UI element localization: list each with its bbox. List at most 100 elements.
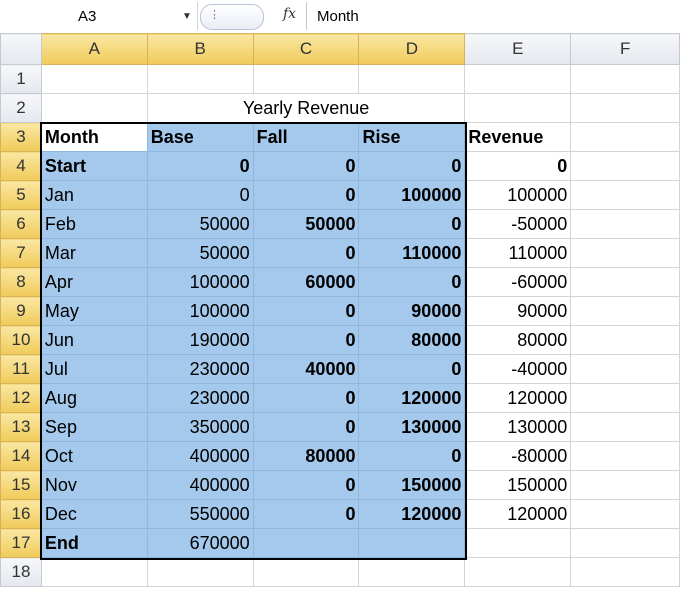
value-cell[interactable]: 80000	[358, 325, 466, 355]
cell[interactable]	[570, 93, 680, 123]
cell[interactable]	[40, 557, 148, 587]
value-cell[interactable]: 230000	[146, 354, 254, 384]
value-cell[interactable]	[464, 528, 572, 558]
cell[interactable]	[464, 93, 572, 123]
cell[interactable]	[570, 383, 680, 413]
value-cell[interactable]: -60000	[464, 267, 572, 297]
cell[interactable]	[570, 122, 680, 152]
row-header-7[interactable]: 7	[0, 238, 42, 268]
cell[interactable]	[252, 557, 360, 587]
column-header-a[interactable]: A	[40, 33, 148, 65]
value-cell[interactable]: 110000	[358, 238, 466, 268]
value-cell[interactable]: 230000	[146, 383, 254, 413]
value-cell[interactable]: 90000	[464, 296, 572, 326]
value-cell[interactable]	[252, 528, 360, 558]
value-cell[interactable]: 80000	[252, 441, 360, 471]
cell[interactable]	[252, 64, 360, 94]
value-cell[interactable]: 110000	[464, 238, 572, 268]
row-header-2[interactable]: 2	[0, 93, 42, 123]
value-cell[interactable]: 0	[252, 325, 360, 355]
header-cell[interactable]: Fall	[252, 122, 360, 152]
value-cell[interactable]: 0	[252, 296, 360, 326]
cell[interactable]	[570, 528, 680, 558]
cell[interactable]	[464, 557, 572, 587]
row-header-13[interactable]: 13	[0, 412, 42, 442]
value-cell[interactable]: 0	[252, 151, 360, 181]
value-cell[interactable]: 670000	[146, 528, 254, 558]
value-cell[interactable]: -50000	[464, 209, 572, 239]
cell[interactable]	[570, 470, 680, 500]
row-header-17[interactable]: 17	[0, 528, 42, 558]
value-cell[interactable]: 120000	[464, 499, 572, 529]
value-cell[interactable]: 0	[358, 354, 466, 384]
value-cell[interactable]: 90000	[358, 296, 466, 326]
header-cell[interactable]: Base	[146, 122, 254, 152]
row-header-18[interactable]: 18	[0, 557, 42, 587]
cell[interactable]	[570, 151, 680, 181]
value-cell[interactable]: 100000	[464, 180, 572, 210]
month-cell[interactable]: May	[40, 296, 148, 326]
month-cell[interactable]: Sep	[40, 412, 148, 442]
header-cell[interactable]: Revenue	[464, 122, 572, 152]
row-header-10[interactable]: 10	[0, 325, 42, 355]
month-cell[interactable]: Feb	[40, 209, 148, 239]
cell[interactable]	[570, 325, 680, 355]
name-box[interactable]: A3 ▼	[0, 2, 198, 30]
row-header-16[interactable]: 16	[0, 499, 42, 529]
value-cell[interactable]: 120000	[358, 383, 466, 413]
value-cell[interactable]: 0	[358, 267, 466, 297]
value-cell[interactable]: 120000	[464, 383, 572, 413]
value-cell[interactable]: 190000	[146, 325, 254, 355]
value-cell[interactable]: 80000	[464, 325, 572, 355]
cell[interactable]	[570, 557, 680, 587]
cell[interactable]	[146, 557, 254, 587]
cell[interactable]	[570, 64, 680, 94]
formula-input[interactable]: Month	[306, 2, 680, 30]
value-cell[interactable]: 50000	[252, 209, 360, 239]
value-cell[interactable]: 0	[358, 209, 466, 239]
value-cell[interactable]: 0	[146, 180, 254, 210]
value-cell[interactable]: 150000	[464, 470, 572, 500]
month-cell[interactable]: End	[40, 528, 148, 558]
row-header-5[interactable]: 5	[0, 180, 42, 210]
row-header-14[interactable]: 14	[0, 441, 42, 471]
month-cell[interactable]: Apr	[40, 267, 148, 297]
row-header-15[interactable]: 15	[0, 470, 42, 500]
formula-bar-expand-control[interactable]: ⋮	[200, 4, 264, 30]
value-cell[interactable]: 100000	[146, 267, 254, 297]
value-cell[interactable]: 400000	[146, 441, 254, 471]
cell[interactable]	[570, 180, 680, 210]
cell[interactable]	[146, 64, 254, 94]
cell[interactable]	[570, 499, 680, 529]
cell[interactable]	[570, 238, 680, 268]
sheet-title-cell[interactable]: Yearly Revenue	[146, 93, 466, 123]
cell[interactable]	[570, 412, 680, 442]
row-header-1[interactable]: 1	[0, 64, 42, 94]
header-cell[interactable]: Month	[40, 122, 148, 152]
value-cell[interactable]: 40000	[252, 354, 360, 384]
value-cell[interactable]: 0	[252, 412, 360, 442]
month-cell[interactable]: Mar	[40, 238, 148, 268]
cell[interactable]	[570, 441, 680, 471]
month-cell[interactable]: Oct	[40, 441, 148, 471]
row-header-11[interactable]: 11	[0, 354, 42, 384]
value-cell[interactable]: 350000	[146, 412, 254, 442]
value-cell[interactable]: 400000	[146, 470, 254, 500]
month-cell[interactable]: Jul	[40, 354, 148, 384]
value-cell[interactable]: 0	[252, 383, 360, 413]
value-cell[interactable]: 50000	[146, 209, 254, 239]
row-header-6[interactable]: 6	[0, 209, 42, 239]
value-cell[interactable]: 100000	[358, 180, 466, 210]
cell[interactable]	[40, 64, 148, 94]
value-cell[interactable]: 50000	[146, 238, 254, 268]
cell[interactable]	[570, 296, 680, 326]
cell[interactable]	[570, 354, 680, 384]
column-header-c[interactable]: C	[252, 33, 360, 65]
month-cell[interactable]: Jun	[40, 325, 148, 355]
value-cell[interactable]: -40000	[464, 354, 572, 384]
value-cell[interactable]: 0	[252, 499, 360, 529]
column-header-b[interactable]: B	[146, 33, 254, 65]
select-all-corner[interactable]	[0, 33, 42, 65]
value-cell[interactable]: 0	[252, 238, 360, 268]
cell[interactable]	[40, 93, 148, 123]
